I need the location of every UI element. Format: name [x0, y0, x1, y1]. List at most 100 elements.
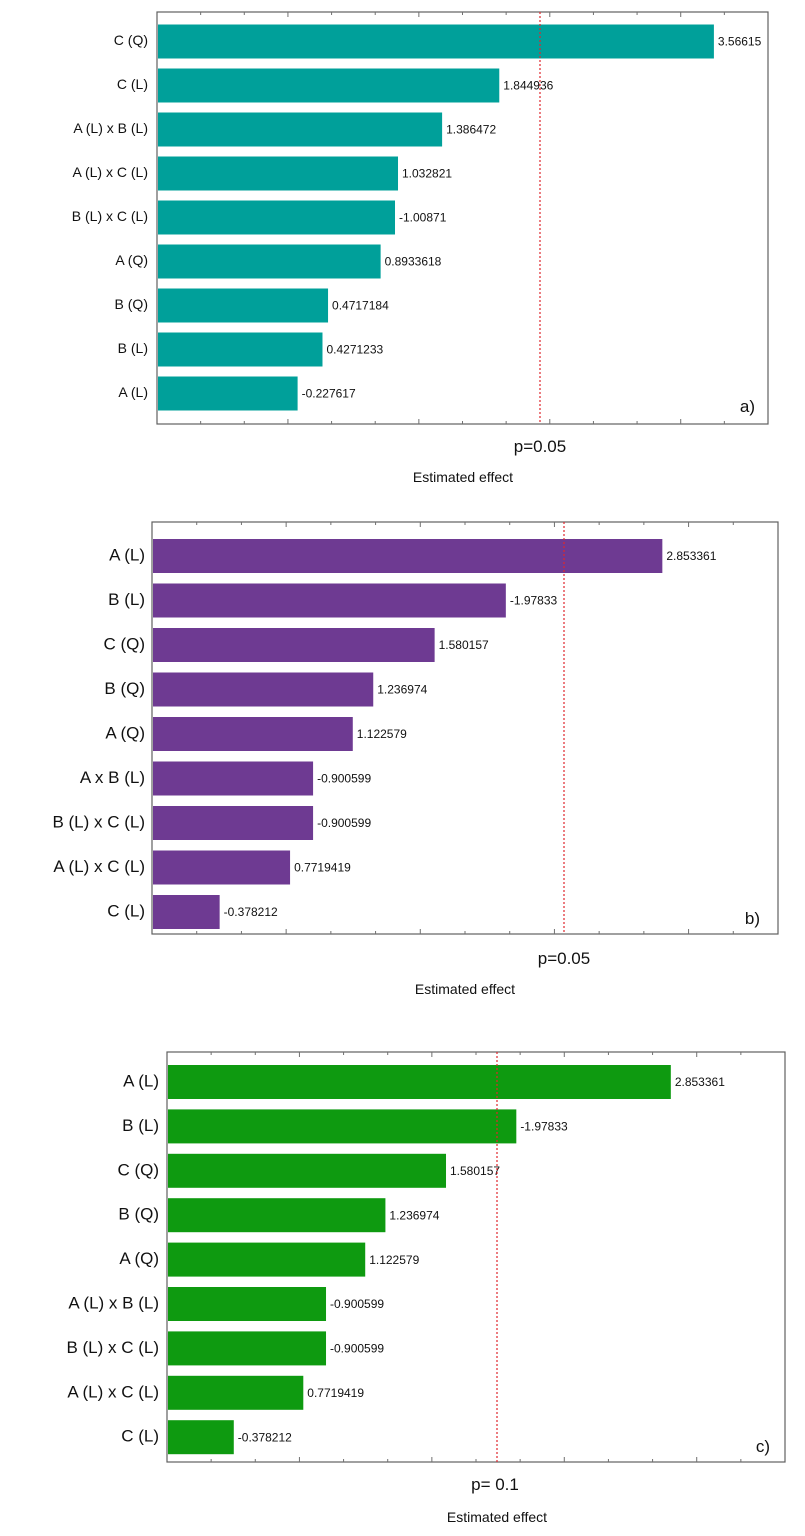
value-label-b-3: 1.236974 — [377, 683, 427, 697]
bar-c-4 — [168, 1242, 366, 1277]
chart-panel-a: C (Q) 3.56615 C (L) 1.844936 A (L) x B (L) 1.… — [72, 11, 769, 485]
category-label-b-8: C (L) — [107, 901, 145, 920]
bar-b-3 — [153, 672, 374, 707]
bar-b-2 — [153, 628, 435, 662]
bar-c-8 — [168, 1420, 234, 1455]
bars-group-b: A (L) 2.853361 B (L) -1.97833 C (Q) 1.580157 B… — [52, 539, 717, 929]
category-label-b-0: A (L) — [109, 545, 145, 564]
bar-a-8 — [158, 376, 298, 411]
bar-b-8 — [153, 895, 220, 929]
category-label-a-6: B (Q) — [115, 296, 148, 312]
category-label-b-3: B (Q) — [104, 679, 145, 698]
bar-a-1 — [158, 68, 500, 103]
bar-c-5 — [168, 1287, 327, 1321]
category-label-c-2: C (Q) — [117, 1160, 159, 1179]
category-label-a-8: A (L) — [118, 384, 148, 400]
reference-line-label-a: p=0.05 — [514, 437, 566, 456]
category-label-a-5: A (Q) — [115, 252, 148, 268]
value-label-b-2: 1.580157 — [439, 638, 489, 652]
value-label-a-4: -1.00871 — [399, 211, 447, 225]
category-label-b-4: A (Q) — [105, 723, 145, 742]
bar-c-7 — [168, 1375, 304, 1410]
value-label-a-5: 0.8933618 — [385, 255, 442, 269]
bar-b-5 — [153, 761, 314, 796]
value-label-b-7: 0.7719419 — [294, 861, 351, 875]
bar-c-3 — [168, 1198, 386, 1233]
x-ticks-c — [210, 1052, 742, 1462]
category-label-b-2: C (Q) — [103, 634, 145, 653]
x-axis-label-c: Estimated effect — [447, 1509, 547, 1525]
value-label-c-6: -0.900599 — [330, 1342, 384, 1356]
reference-line-label-b: p=0.05 — [538, 949, 590, 968]
category-label-a-3: A (L) x C (L) — [73, 164, 148, 180]
category-label-a-4: B (L) x C (L) — [72, 208, 148, 224]
bar-c-0 — [168, 1065, 671, 1099]
value-label-b-6: -0.900599 — [317, 816, 371, 830]
x-axis-label-b: Estimated effect — [415, 981, 515, 997]
bar-b-4 — [153, 717, 353, 751]
value-label-a-8: -0.227617 — [302, 387, 356, 401]
category-label-c-0: A (L) — [123, 1071, 159, 1090]
bar-a-7 — [158, 332, 323, 367]
category-label-c-5: A (L) x B (L) — [68, 1293, 159, 1312]
bar-a-0 — [158, 24, 714, 59]
bar-c-6 — [168, 1331, 327, 1366]
x-ticks-a — [200, 12, 725, 424]
value-label-c-8: -0.378212 — [238, 1430, 292, 1444]
category-label-c-6: B (L) x C (L) — [66, 1338, 159, 1357]
bar-a-5 — [158, 244, 381, 279]
category-label-c-4: A (Q) — [119, 1249, 159, 1268]
bars-group-c: A (L) 2.853361 B (L) -1.97833 C (Q) 1.580157 B… — [66, 1065, 725, 1455]
bar-c-1 — [168, 1109, 517, 1144]
panel-label-b: b) — [745, 909, 760, 928]
category-label-c-3: B (Q) — [118, 1205, 159, 1224]
value-label-b-8: -0.378212 — [224, 905, 278, 919]
panel-label-c: c) — [756, 1437, 770, 1456]
value-label-a-3: 1.032821 — [402, 167, 452, 181]
value-label-c-0: 2.853361 — [675, 1075, 725, 1089]
x-ticks-b — [196, 522, 734, 934]
category-label-a-2: A (L) x B (L) — [73, 120, 148, 136]
bar-a-2 — [158, 112, 443, 147]
bars-group-a: C (Q) 3.56615 C (L) 1.844936 A (L) x B (L) 1.… — [72, 24, 762, 411]
value-label-c-1: -1.97833 — [520, 1120, 568, 1134]
chart-panel-c: A (L) 2.853361 B (L) -1.97833 C (Q) 1.580157 B… — [66, 1051, 786, 1525]
value-label-b-1: -1.97833 — [510, 594, 558, 608]
category-label-c-7: A (L) x C (L) — [67, 1382, 159, 1401]
value-label-c-3: 1.236974 — [389, 1208, 439, 1222]
category-label-b-5: A x B (L) — [80, 768, 145, 787]
value-label-b-0: 2.853361 — [666, 549, 716, 563]
value-label-a-1: 1.844936 — [503, 79, 553, 93]
value-label-a-0: 3.56615 — [718, 35, 762, 49]
value-label-a-6: 0.4717184 — [332, 299, 389, 313]
value-label-c-5: -0.900599 — [330, 1297, 384, 1311]
x-axis-label-a: Estimated effect — [413, 469, 513, 485]
value-label-a-2: 1.386472 — [446, 123, 496, 137]
bar-a-6 — [158, 288, 329, 323]
category-label-b-1: B (L) — [108, 590, 145, 609]
category-label-c-1: B (L) — [122, 1116, 159, 1135]
category-label-b-7: A (L) x C (L) — [53, 857, 145, 876]
value-label-c-7: 0.7719419 — [307, 1386, 364, 1400]
value-label-c-4: 1.122579 — [369, 1253, 419, 1267]
reference-line-label-c: p= 0.1 — [471, 1475, 519, 1494]
bar-b-0 — [153, 539, 663, 573]
bar-a-4 — [158, 200, 396, 235]
value-label-b-4: 1.122579 — [357, 727, 407, 741]
category-label-b-6: B (L) x C (L) — [52, 812, 145, 831]
value-label-a-7: 0.4271233 — [326, 343, 383, 357]
category-label-a-1: C (L) — [117, 76, 148, 92]
category-label-a-0: C (Q) — [114, 32, 148, 48]
value-label-c-2: 1.580157 — [450, 1164, 500, 1178]
bar-b-7 — [153, 850, 291, 885]
value-label-b-5: -0.900599 — [317, 772, 371, 786]
panel-label-a: a) — [740, 397, 755, 416]
category-label-a-7: B (L) — [118, 340, 148, 356]
bar-b-1 — [153, 583, 506, 618]
category-label-c-8: C (L) — [121, 1427, 159, 1446]
chart-panel-b: A (L) 2.853361 B (L) -1.97833 C (Q) 1.580157 B… — [52, 521, 779, 997]
bar-c-2 — [168, 1153, 447, 1188]
bar-a-3 — [158, 156, 399, 191]
bar-b-6 — [153, 806, 314, 840]
